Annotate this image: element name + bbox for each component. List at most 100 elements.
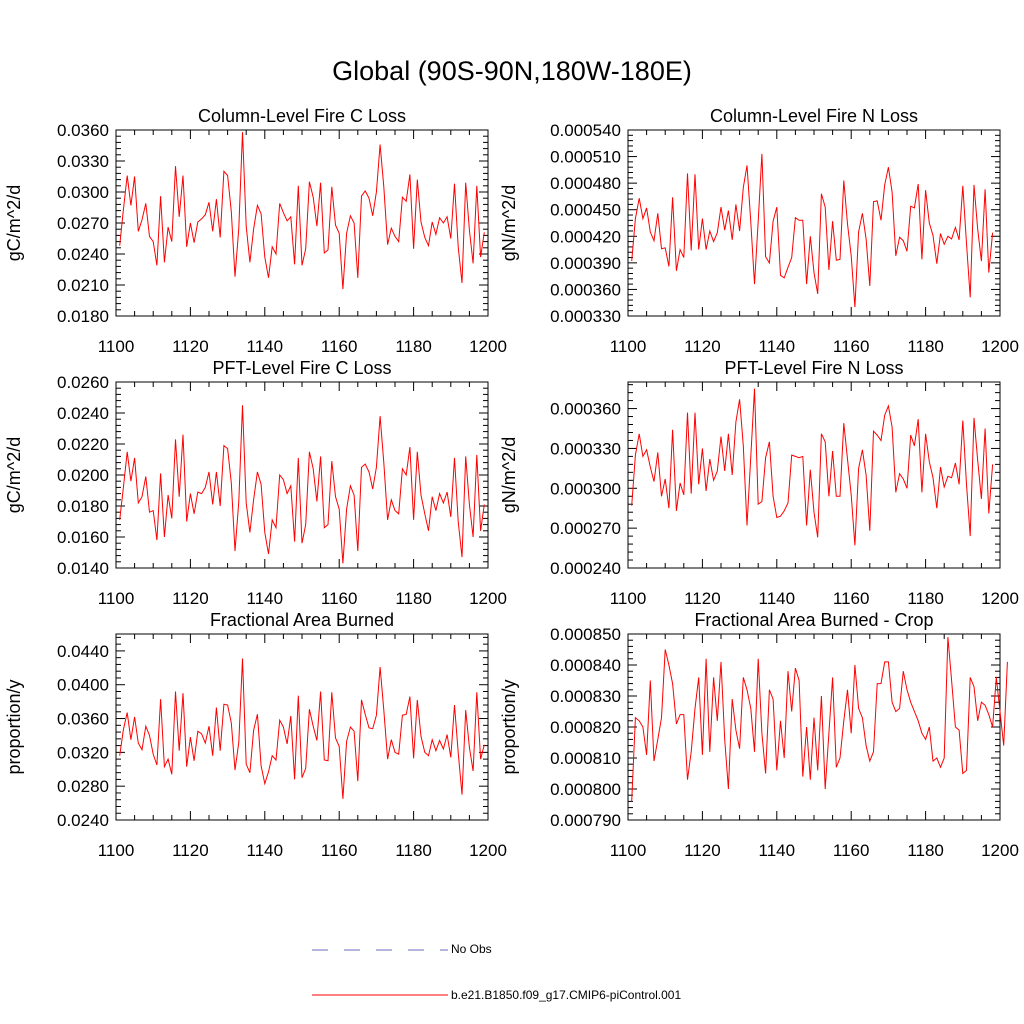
x-tick-label: 1120 — [172, 841, 209, 860]
y-tick-label: 0.000390 — [550, 254, 621, 273]
x-tick-label: 1200 — [469, 337, 507, 356]
x-tick-label: 1160 — [321, 589, 358, 608]
y-tick-label: 0.0330 — [57, 152, 109, 171]
panel-title: Column-Level Fire N Loss — [710, 106, 918, 126]
series-line — [631, 388, 994, 546]
x-tick-label: 1180 — [907, 337, 944, 356]
x-tick-label: 1200 — [469, 589, 507, 608]
x-tick-label: 1180 — [395, 841, 432, 860]
x-tick-label: 1160 — [321, 337, 358, 356]
y-tick-label: 0.000240 — [550, 559, 621, 578]
y-tick-label: 0.0240 — [57, 404, 109, 423]
y-tick-label: 0.0320 — [57, 743, 109, 762]
panel-title: PFT-Level Fire N Loss — [724, 358, 903, 378]
x-tick-label: 1180 — [907, 589, 944, 608]
y-tick-label: 0.0260 — [57, 373, 109, 392]
y-tick-label: 0.0300 — [57, 183, 109, 202]
x-tick-label: 1180 — [395, 589, 432, 608]
legend-obs-label: No Obs — [451, 942, 492, 956]
x-tick-label: 1100 — [610, 337, 647, 356]
x-tick-label: 1120 — [684, 841, 721, 860]
panel-title: Fractional Area Burned - Crop — [694, 610, 933, 630]
y-tick-label: 0.000300 — [550, 479, 621, 498]
y-axis-label: proportion/y — [499, 679, 519, 774]
y-tick-label: 0.0160 — [57, 528, 109, 547]
x-tick-label: 1100 — [610, 841, 647, 860]
y-tick-label: 0.0240 — [57, 811, 109, 830]
y-tick-label: 0.000850 — [550, 625, 621, 644]
y-tick-label: 0.000480 — [550, 174, 621, 193]
panel-4: 1100 1120 1140 1160 1180 1200 0.000240 0.000270… — [499, 358, 1019, 608]
x-tick-label: 1100 — [98, 337, 135, 356]
y-tick-label: 0.0400 — [57, 676, 109, 695]
panel-title: Fractional Area Burned — [210, 610, 394, 630]
y-axis-label: gC/m^2/d — [4, 437, 24, 513]
y-axis-label: gN/m^2/d — [499, 185, 519, 261]
y-tick-label: 0.000420 — [550, 227, 621, 246]
y-tick-label: 0.0220 — [57, 435, 109, 454]
x-tick-label: 1120 — [172, 337, 209, 356]
x-tick-label: 1140 — [759, 337, 796, 356]
y-tick-label: 0.000360 — [550, 400, 621, 419]
y-tick-label: 0.0180 — [57, 307, 109, 326]
panel-6: 1100 1120 1140 1160 1180 1200 0.000790 0.000800… — [499, 610, 1019, 860]
y-tick-label: 0.000540 — [550, 121, 621, 140]
y-tick-label: 0.0440 — [57, 642, 109, 661]
y-tick-label: 0.0360 — [57, 710, 109, 729]
x-tick-label: 1140 — [247, 841, 284, 860]
figure-title: Global (90S-90N,180W-180E) — [332, 56, 692, 86]
y-tick-label: 0.000820 — [550, 718, 621, 737]
x-tick-label: 1100 — [98, 841, 135, 860]
x-tick-label: 1180 — [907, 841, 944, 860]
y-axis-label: gN/m^2/d — [499, 437, 519, 513]
x-tick-label: 1160 — [833, 841, 870, 860]
y-tick-label: 0.000450 — [550, 201, 621, 220]
legend-model-label: b.e21.B1850.f09_g17.CMIP6-piControl.001 — [451, 988, 682, 1002]
x-tick-label: 1200 — [981, 841, 1019, 860]
y-tick-label: 0.0200 — [57, 466, 109, 485]
series-line — [119, 405, 485, 564]
series-line — [119, 658, 485, 799]
panel-5: 1100 1120 1140 1160 1180 1200 0.0240 0.0280 0.03… — [4, 610, 507, 860]
x-tick-label: 1160 — [833, 589, 870, 608]
x-tick-label: 1200 — [981, 589, 1019, 608]
panel-3: 1100 1120 1140 1160 1180 1200 0.0140 0.0160 0.01… — [4, 358, 507, 608]
y-tick-label: 0.0270 — [57, 214, 109, 233]
panel-1: 1100 1120 1140 1160 1180 1200 0.0180 0.0210 0.02… — [4, 106, 507, 356]
y-tick-label: 0.000360 — [550, 280, 621, 299]
x-tick-label: 1120 — [684, 337, 721, 356]
series-line — [119, 132, 485, 290]
panel-2: 1100 1120 1140 1160 1180 1200 0.000330 0.000360… — [499, 106, 1019, 356]
panel-title: Column-Level Fire C Loss — [198, 106, 406, 126]
x-tick-label: 1120 — [684, 589, 721, 608]
y-tick-label: 0.000840 — [550, 656, 621, 675]
y-tick-label: 0.0140 — [57, 559, 109, 578]
y-tick-label: 0.0240 — [57, 245, 109, 264]
y-tick-label: 0.0180 — [57, 497, 109, 516]
y-tick-label: 0.000810 — [550, 749, 621, 768]
x-tick-label: 1140 — [247, 337, 284, 356]
x-tick-label: 1160 — [321, 841, 358, 860]
x-tick-label: 1140 — [759, 841, 796, 860]
x-tick-label: 1100 — [610, 589, 647, 608]
y-axis-label: gC/m^2/d — [4, 185, 24, 261]
y-axis-label: proportion/y — [4, 679, 24, 774]
panel-title: PFT-Level Fire C Loss — [212, 358, 391, 378]
y-tick-label: 0.0280 — [57, 777, 109, 796]
x-tick-label: 1140 — [759, 589, 796, 608]
y-tick-label: 0.000800 — [550, 780, 621, 799]
x-tick-label: 1180 — [395, 337, 432, 356]
series-line — [631, 153, 994, 308]
y-tick-label: 0.000510 — [550, 148, 621, 167]
x-tick-label: 1100 — [98, 589, 135, 608]
y-tick-label: 0.000330 — [550, 439, 621, 458]
x-tick-label: 1160 — [833, 337, 870, 356]
series-line — [631, 637, 1008, 802]
x-tick-label: 1120 — [172, 589, 209, 608]
x-tick-label: 1200 — [981, 337, 1019, 356]
y-tick-label: 0.000830 — [550, 687, 621, 706]
x-tick-label: 1200 — [469, 841, 507, 860]
